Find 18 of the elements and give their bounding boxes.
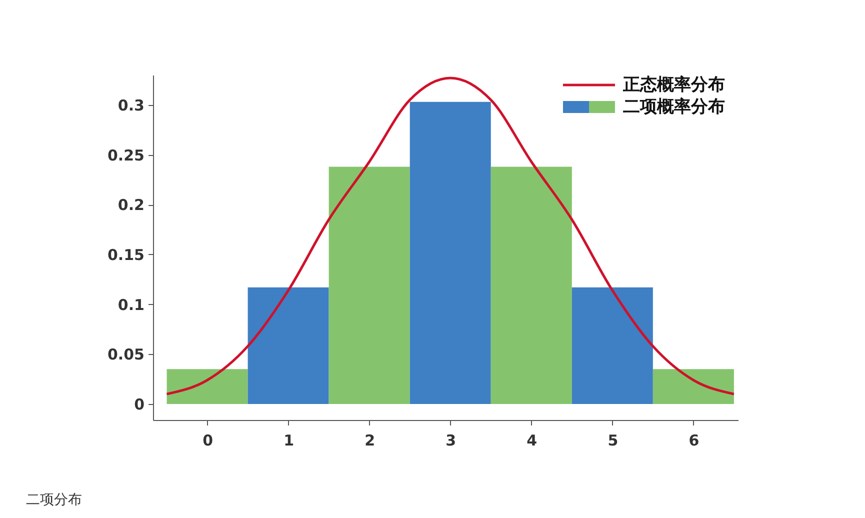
x-tick-label: 2 [364, 432, 376, 450]
line-series [166, 76, 736, 396]
x-tick-label: 0 [202, 432, 214, 450]
y-tick-label: 0.1 [118, 296, 144, 314]
y-tick-label: 0.2 [118, 196, 144, 214]
text: 二项分布 [26, 492, 82, 508]
x-tick-label: 6 [688, 432, 700, 450]
y-tick-label: 0.05 [107, 346, 144, 364]
x-tick-label: 4 [526, 432, 538, 450]
legend-label: 二项概率分布 [623, 97, 725, 117]
y-tick-label: 0.3 [118, 96, 144, 114]
x-tick-label: 3 [446, 432, 456, 450]
y-tick-label: 0.15 [107, 246, 144, 264]
y-tick-label: 0.25 [107, 146, 144, 164]
legend-label: 正态概率分布 [622, 75, 725, 95]
x-tick-label: 5 [608, 432, 618, 450]
x-tick-label: 1 [284, 432, 294, 450]
y-tick-label: 0 [134, 396, 144, 414]
